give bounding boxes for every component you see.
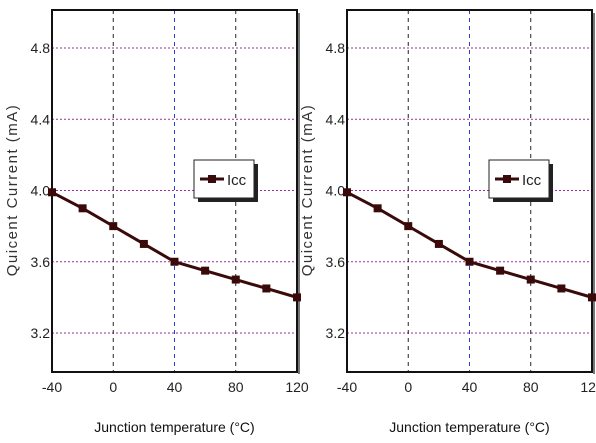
data-point <box>526 275 535 284</box>
x-tick-label: 120 <box>285 379 309 395</box>
data-point <box>170 257 179 266</box>
x-tick-label: 0 <box>109 379 117 395</box>
legend-marker <box>208 175 216 183</box>
x-tick-label: 120 <box>580 379 596 395</box>
data-point <box>588 293 596 302</box>
y-tick-label: 3.6 <box>31 254 51 270</box>
x-axis-label: Junction temperature (°C) <box>94 419 254 435</box>
data-point <box>404 222 413 231</box>
y-tick-label: 3.6 <box>326 254 346 270</box>
x-axis-label: Junction temperature (°C) <box>389 419 549 435</box>
data-point <box>434 239 443 248</box>
data-point <box>373 204 382 213</box>
x-tick-label: 0 <box>404 379 412 395</box>
y-tick-label: 3.2 <box>326 325 346 341</box>
data-point <box>201 266 210 275</box>
x-tick-label: -40 <box>337 379 357 395</box>
legend-marker <box>503 175 511 183</box>
chart-panel-2: 3.2 3.6 4.0 4.4 4.8 -40 0 40 80 120 Junction tempe… <box>299 9 596 435</box>
data-point <box>231 275 240 284</box>
y-tick-label: 4.4 <box>31 111 51 127</box>
x-tick-label: 40 <box>462 379 478 395</box>
y-axis-label: Quicent Current (mA) <box>4 104 21 277</box>
y-tick-label: 4.8 <box>31 40 51 56</box>
y-tick-label: 4.4 <box>326 111 346 127</box>
chart-panel-1: 3.2 3.6 4.0 4.4 4.8 -40 0 40 80 120 Junction tempe… <box>4 9 309 435</box>
data-point <box>343 188 351 197</box>
data-point <box>109 222 118 231</box>
data-point <box>262 284 271 293</box>
data-point <box>293 293 301 302</box>
data-point <box>139 239 148 248</box>
y-tick-label: 4.8 <box>326 40 346 56</box>
legend-label: Icc <box>522 172 542 189</box>
y-tick-label: 4.0 <box>31 183 51 199</box>
x-tick-label: 80 <box>228 379 244 395</box>
x-tick-label: -40 <box>42 379 62 395</box>
data-point <box>557 284 566 293</box>
data-point <box>496 266 505 275</box>
data-point <box>48 188 56 197</box>
data-point <box>78 204 87 213</box>
x-tick-label: 40 <box>167 379 183 395</box>
y-tick-label: 4.0 <box>326 183 346 199</box>
data-point <box>465 257 474 266</box>
y-axis-label: Quicent Current (mA) <box>299 104 316 277</box>
legend-label: Icc <box>227 172 247 189</box>
y-tick-label: 3.2 <box>31 325 51 341</box>
x-tick-label: 80 <box>523 379 539 395</box>
